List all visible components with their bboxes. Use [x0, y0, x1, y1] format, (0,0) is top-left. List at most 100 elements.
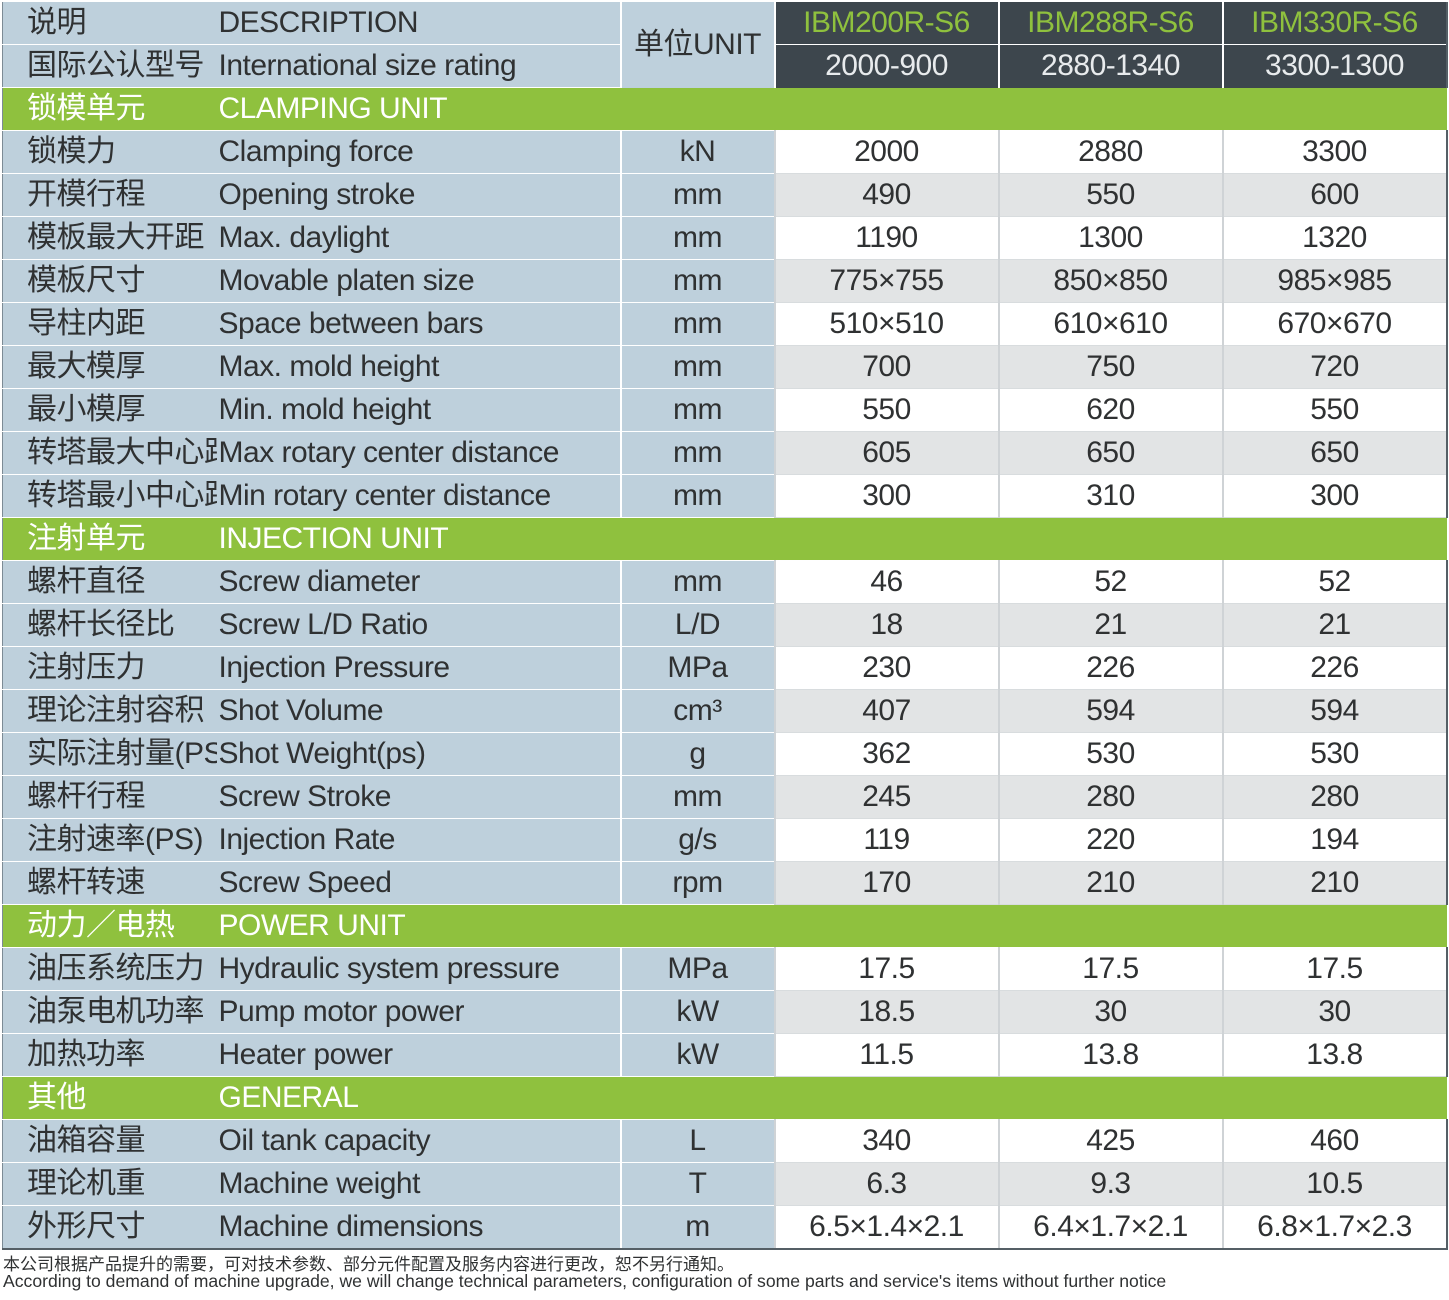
- spec-label-en: Max. daylight: [216, 216, 621, 260]
- spec-unit: L: [619, 1119, 775, 1163]
- spec-value: 610×610: [997, 302, 1223, 346]
- spec-value: 985×985: [1221, 259, 1448, 303]
- spec-label-cn: 模板尺寸: [2, 259, 217, 303]
- spec-label-cn: 模板最大开距: [2, 216, 217, 260]
- header-desc-cn: 说明: [2, 2, 217, 45]
- spec-unit: g: [619, 732, 775, 776]
- section-title-cn: 注射单元: [2, 517, 217, 561]
- model-rating: 3300-1300: [1221, 44, 1448, 88]
- spec-value: 670×670: [1221, 302, 1448, 346]
- section-title-en: CLAMPING UNIT: [216, 87, 1447, 131]
- spec-unit: mm: [619, 173, 775, 217]
- spec-label-cn: 螺杆转速: [2, 861, 217, 905]
- section-title-en: GENERAL: [216, 1076, 1447, 1120]
- spec-value: 1190: [773, 216, 999, 260]
- spec-label-en: Hydraulic system pressure: [216, 947, 621, 991]
- spec-unit: mm: [619, 560, 775, 604]
- spec-unit: mm: [619, 216, 775, 260]
- spec-row: 螺杆直径 Screw diameter mm 46 52 52: [2, 560, 1448, 604]
- spec-label-en: Oil tank capacity: [216, 1119, 621, 1163]
- header-rating-en: International size rating: [216, 44, 621, 88]
- spec-value: 13.8: [1221, 1033, 1448, 1077]
- spec-value: 245: [773, 775, 999, 819]
- model-name: IBM288R-S6: [997, 2, 1223, 45]
- spec-row: 油箱容量 Oil tank capacity L 340 425 460: [2, 1119, 1448, 1163]
- spec-value: 460: [1221, 1119, 1448, 1163]
- spec-row: 注射压力 Injection Pressure MPa 230 226 226: [2, 646, 1448, 690]
- section-header: 其他 GENERAL: [2, 1076, 1447, 1120]
- spec-value: 226: [997, 646, 1223, 690]
- spec-label-en: Screw Speed: [216, 861, 621, 905]
- spec-value: 210: [997, 861, 1223, 905]
- spec-unit: T: [619, 1162, 775, 1206]
- spec-row: 外形尺寸 Machine dimensions m 6.5×1.4×2.1 6.4×1.…: [2, 1205, 1448, 1250]
- spec-value: 300: [773, 474, 999, 518]
- spec-label-en: Movable platen size: [216, 259, 621, 303]
- spec-value: 550: [1221, 388, 1448, 432]
- spec-value: 194: [1221, 818, 1448, 862]
- spec-value: 750: [997, 345, 1223, 389]
- spec-value: 310: [997, 474, 1223, 518]
- section-title-en: INJECTION UNIT: [216, 517, 1447, 561]
- spec-label-en: Max rotary center distance: [216, 431, 621, 475]
- spec-label-cn: 最大模厚: [2, 345, 217, 389]
- header-row-models: 说明 DESCRIPTION 单位UNIT IBM200R-S6 IBM288R…: [2, 2, 1448, 88]
- spec-label-cn: 注射压力: [2, 646, 217, 690]
- spec-label-en: Machine weight: [216, 1162, 621, 1206]
- spec-unit: kW: [619, 1033, 775, 1077]
- spec-value: 9.3: [997, 1162, 1223, 1206]
- spec-row: 最大模厚 Max. mold height mm 700 750 720: [2, 345, 1448, 389]
- spec-value: 220: [997, 818, 1223, 862]
- spec-row: 转塔最小中心距 Min rotary center distance mm 300 31…: [2, 474, 1448, 518]
- spec-value: 850×850: [997, 259, 1223, 303]
- spec-value: 119: [773, 818, 999, 862]
- spec-row: 理论注射容积 Shot Volume cm³ 407 594 594: [2, 689, 1448, 733]
- spec-row: 模板尺寸 Movable platen size mm 775×755 850×850 9…: [2, 259, 1448, 303]
- spec-value: 226: [1221, 646, 1448, 690]
- footnote-cn: 本公司根据产品提升的需要，可对技术参数、部分元件配置及服务内容进行更改，恕不另行…: [3, 1255, 734, 1275]
- spec-value: 11.5: [773, 1033, 999, 1077]
- spec-value: 620: [997, 388, 1223, 432]
- spec-value: 510×510: [773, 302, 999, 346]
- spec-value: 17.5: [997, 947, 1223, 991]
- spec-value: 340: [773, 1119, 999, 1163]
- spec-value: 650: [1221, 431, 1448, 475]
- spec-unit: mm: [619, 259, 775, 303]
- spec-label-cn: 导柱内距: [2, 302, 217, 346]
- spec-label-en: Screw L/D Ratio: [216, 603, 621, 647]
- spec-label-en: Screw diameter: [216, 560, 621, 604]
- spec-value: 170: [773, 861, 999, 905]
- section-header: 注射单元 INJECTION UNIT: [2, 517, 1447, 561]
- section-header: 动力／电热 POWER UNIT: [2, 904, 1447, 948]
- spec-row: 螺杆行程 Screw Stroke mm 245 280 280: [2, 775, 1448, 819]
- spec-row: 实际注射量(PS) Shot Weight(ps) g 362 530 530: [2, 732, 1448, 776]
- spec-row: 螺杆长径比 Screw L/D Ratio L/D 18 21 21: [2, 603, 1448, 647]
- spec-label-en: Screw Stroke: [216, 775, 621, 819]
- spec-table: 说明 DESCRIPTION 单位UNIT IBM200R-S6 IBM288R…: [2, 2, 1448, 1250]
- spec-value: 21: [1221, 603, 1448, 647]
- spec-label-cn: 螺杆长径比: [2, 603, 217, 647]
- spec-unit: mm: [619, 474, 775, 518]
- spec-value: 650: [997, 431, 1223, 475]
- spec-label-en: Injection Rate: [216, 818, 621, 862]
- spec-value: 605: [773, 431, 999, 475]
- footnote-en: According to demand of machine upgrade, …: [3, 1271, 1167, 1291]
- spec-value: 46: [773, 560, 999, 604]
- spec-value: 6.5×1.4×2.1: [773, 1205, 999, 1250]
- spec-value: 530: [997, 732, 1223, 776]
- spec-unit: rpm: [619, 861, 775, 905]
- spec-unit: mm: [619, 302, 775, 346]
- spec-value: 18: [773, 603, 999, 647]
- spec-label-cn: 油箱容量: [2, 1119, 217, 1163]
- model-name: IBM330R-S6: [1221, 2, 1448, 45]
- spec-label-cn: 转塔最小中心距: [2, 474, 217, 518]
- spec-value: 362: [773, 732, 999, 776]
- spec-label-cn: 锁模力: [2, 130, 217, 174]
- spec-row: 油泵电机功率 Pump motor power kW 18.5 30 30: [2, 990, 1448, 1034]
- header-rating-cn: 国际公认型号: [2, 44, 217, 88]
- spec-value: 550: [773, 388, 999, 432]
- spec-value: 720: [1221, 345, 1448, 389]
- spec-value: 1320: [1221, 216, 1448, 260]
- spec-label-en: Max. mold height: [216, 345, 621, 389]
- spec-label-en: Min. mold height: [216, 388, 621, 432]
